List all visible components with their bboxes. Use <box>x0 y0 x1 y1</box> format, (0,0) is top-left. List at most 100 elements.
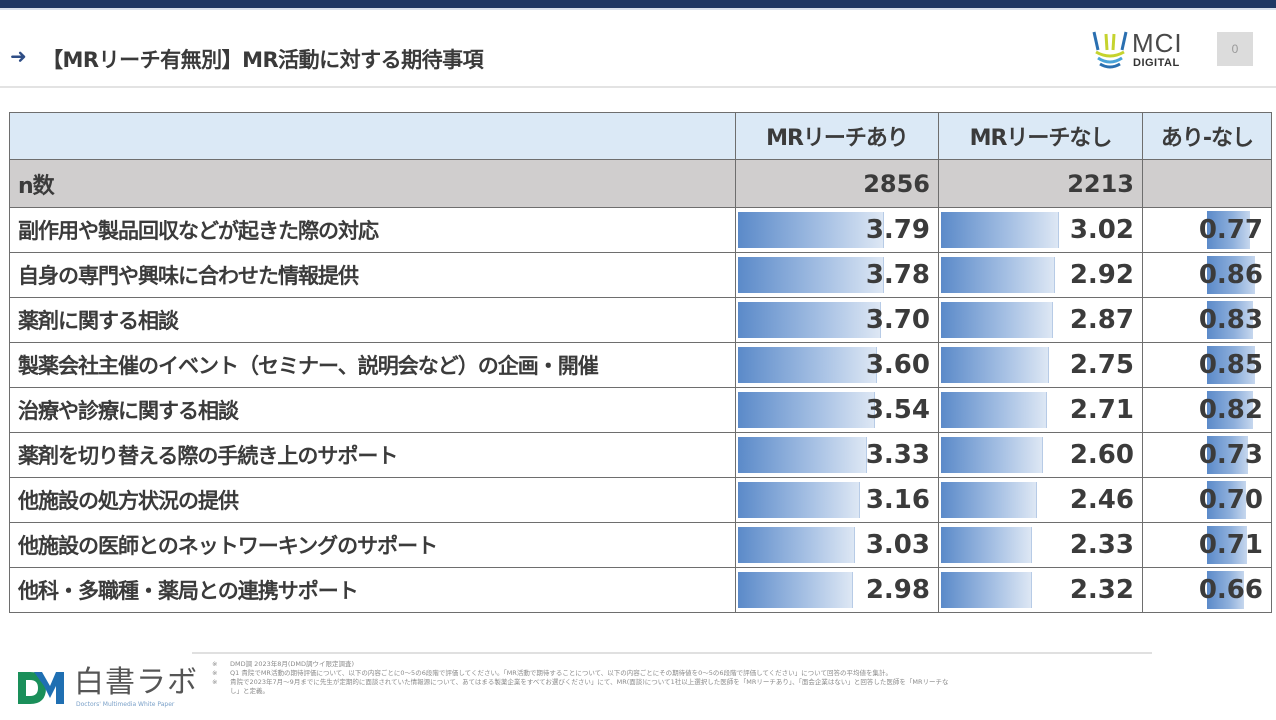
table-row: 他施設の医師とのネットワーキングのサポート 3.03 2.33 0.71 <box>9 522 1272 568</box>
table-row: 副作用や製品回収などが起きた際の対応 3.79 3.02 0.77 <box>9 207 1272 253</box>
row-label: 治療や診療に関する相談 <box>9 387 736 433</box>
hakusho-lab-text: 白書ラボ <box>74 665 198 700</box>
noreach-cell: 2.46 <box>938 477 1143 523</box>
top-accent-line <box>0 8 1276 10</box>
column-header-label <box>9 112 736 160</box>
noreach-value: 2.33 <box>1069 530 1134 560</box>
reach-value: 2.98 <box>865 575 930 605</box>
diff-data-bar <box>1207 571 1244 609</box>
mci-logo-subtext: DIGITAL <box>1133 57 1180 69</box>
reach-data-bar <box>738 347 877 383</box>
row-label: 自身の専門や興味に合わせた情報提供 <box>9 252 736 298</box>
diff-value: 0.71 <box>1198 530 1263 560</box>
footnotes: ※ DMD調 2023年8月(DMD調ウイ限定調査) ※ Q1 貴院でMR活動の期待… <box>212 660 1212 696</box>
diff-cell: 0.82 <box>1142 387 1272 433</box>
reach-value: 3.33 <box>865 440 930 470</box>
reach-value: 3.79 <box>865 215 930 245</box>
reach-value: 3.03 <box>865 530 930 560</box>
diff-value: 0.82 <box>1198 395 1263 425</box>
right-arrow-icon: ➜ <box>10 44 27 68</box>
footer-divider <box>192 652 1152 654</box>
reach-data-bar <box>738 212 885 248</box>
noreach-value: 2.71 <box>1069 395 1134 425</box>
diff-cell: 0.85 <box>1142 342 1272 388</box>
sample-size-row: n数 2856 2213 <box>9 159 1272 208</box>
slide-header: ➜ 【MRリーチ有無別】MR活動に対する期待事項 <box>0 10 1276 86</box>
table-row: 製薬会社主催のイベント（セミナー、説明会など）の企画・開催 3.60 2.75 … <box>9 342 1272 388</box>
hakusho-lab-subtext: Doctors' Multimedia White Paper <box>76 701 175 708</box>
diff-value: 0.85 <box>1198 350 1263 380</box>
reach-cell: 2.98 <box>735 567 939 613</box>
diff-value: 0.70 <box>1198 485 1263 515</box>
diff-data-bar <box>1207 211 1251 249</box>
diff-cell: 0.71 <box>1142 522 1272 568</box>
diff-data-bar <box>1207 256 1256 294</box>
reach-cell: 3.03 <box>735 522 939 568</box>
table-row: 他科・多職種・薬局との連携サポート 2.98 2.32 0.66 <box>9 567 1272 613</box>
row-label: 薬剤を切り替える際の手続き上のサポート <box>9 432 736 478</box>
reach-cell: 3.33 <box>735 432 939 478</box>
row-label: 薬剤に関する相談 <box>9 297 736 343</box>
reach-cell: 3.70 <box>735 297 939 343</box>
footnote-continuation: し」と定義。 <box>230 687 269 695</box>
noreach-cell: 2.92 <box>938 252 1143 298</box>
diff-value: 0.77 <box>1198 215 1263 245</box>
noreach-data-bar <box>941 392 1048 428</box>
mci-digital-logo: MCI DIGITAL <box>1090 28 1200 72</box>
noreach-value: 2.87 <box>1069 305 1134 335</box>
noreach-data-bar <box>941 257 1056 293</box>
noreach-data-bar <box>941 212 1060 248</box>
diff-data-bar <box>1207 346 1255 384</box>
reach-cell: 3.78 <box>735 252 939 298</box>
reach-data-bar <box>738 437 867 473</box>
table-row: 他施設の処方状況の提供 3.16 2.46 0.70 <box>9 477 1272 523</box>
noreach-value: 2.32 <box>1069 575 1134 605</box>
column-header-reach: MRリーチあり <box>735 112 939 160</box>
table-header-row: MRリーチあり MRリーチなし あり-なし <box>9 112 1272 160</box>
sample-size-diff <box>1142 159 1272 208</box>
diff-data-bar <box>1207 481 1247 519</box>
footnote: ※ DMD調 2023年8月(DMD調ウイ限定調査) <box>212 660 355 668</box>
noreach-cell: 2.32 <box>938 567 1143 613</box>
reach-data-bar <box>738 257 884 293</box>
table-row: 治療や診療に関する相談 3.54 2.71 0.82 <box>9 387 1272 433</box>
diff-value: 0.86 <box>1198 260 1263 290</box>
noreach-value: 2.92 <box>1069 260 1134 290</box>
dm-logo-icon <box>18 672 64 704</box>
sample-size-reach: 2856 <box>735 159 939 208</box>
noreach-cell: 2.75 <box>938 342 1143 388</box>
noreach-value: 2.75 <box>1069 350 1134 380</box>
row-label: 副作用や製品回収などが起きた際の対応 <box>9 207 736 253</box>
noreach-data-bar <box>941 347 1049 383</box>
diff-data-bar <box>1207 526 1247 564</box>
diff-cell: 0.73 <box>1142 432 1272 478</box>
noreach-cell: 2.60 <box>938 432 1143 478</box>
page-title: 【MRリーチ有無別】MR活動に対する期待事項 <box>42 48 484 72</box>
reach-value: 3.78 <box>865 260 930 290</box>
table-row: 薬剤に関する相談 3.70 2.87 0.83 <box>9 297 1272 343</box>
noreach-data-bar <box>941 437 1043 473</box>
diff-data-bar <box>1207 301 1254 339</box>
hakusho-lab-logo: 白書ラボ Doctors' Multimedia White Paper <box>14 666 197 712</box>
diff-value: 0.73 <box>1198 440 1263 470</box>
table-row: 薬剤を切り替える際の手続き上のサポート 3.33 2.60 0.73 <box>9 432 1272 478</box>
reach-cell: 3.60 <box>735 342 939 388</box>
table-row: 自身の専門や興味に合わせた情報提供 3.78 2.92 0.86 <box>9 252 1272 298</box>
top-accent-bar <box>0 0 1276 8</box>
noreach-cell: 2.87 <box>938 297 1143 343</box>
expectations-table: MRリーチあり MRリーチなし あり-なし n数 2856 2213 副作用や製… <box>9 112 1272 613</box>
reach-value: 3.54 <box>865 395 930 425</box>
mci-digital-logo-icon <box>1092 31 1128 69</box>
noreach-cell: 2.33 <box>938 522 1143 568</box>
column-header-noreach: MRリーチなし <box>938 112 1143 160</box>
footnote: ※ Q1 貴院でMR活動の期待評価について、以下の内容ごとに0〜5の6段階で評価し… <box>212 669 892 677</box>
row-label: 他科・多職種・薬局との連携サポート <box>9 567 736 613</box>
diff-cell: 0.66 <box>1142 567 1272 613</box>
reach-value: 3.16 <box>865 485 930 515</box>
noreach-data-bar <box>941 527 1033 563</box>
noreach-value: 3.02 <box>1069 215 1134 245</box>
diff-value: 0.66 <box>1198 575 1263 605</box>
diff-cell: 0.83 <box>1142 297 1272 343</box>
sample-size-noreach: 2213 <box>938 159 1143 208</box>
reach-cell: 3.79 <box>735 207 939 253</box>
